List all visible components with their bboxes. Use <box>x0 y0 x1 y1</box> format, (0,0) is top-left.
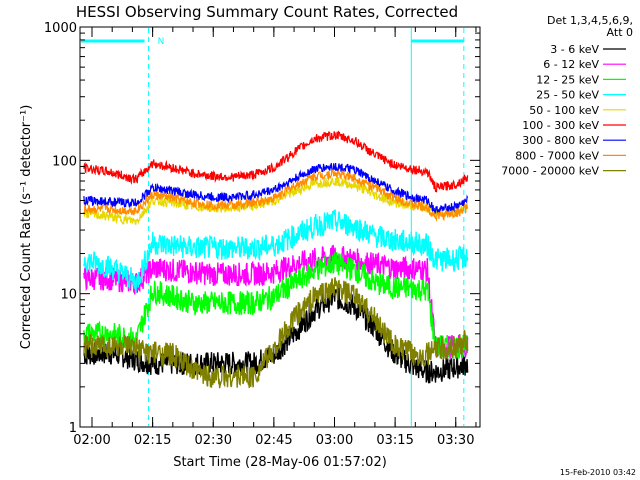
legend-label-7: 800 - 7000 keV <box>515 149 599 162</box>
x-tick-label-6: 03:30 <box>437 433 474 448</box>
x-tick-label-5: 03:15 <box>376 433 413 448</box>
series-line-7 <box>83 169 469 223</box>
legend-label-2: 12 - 25 keV <box>536 73 599 86</box>
legend-label-4: 50 - 100 keV <box>529 104 599 117</box>
y-tick-label-1: 10 <box>60 288 77 303</box>
x-tick-label-1: 02:15 <box>134 433 171 448</box>
legend-header-0: Det 1,3,4,5,6,9, <box>547 14 633 27</box>
x-tick-label-0: 02:00 <box>73 433 110 448</box>
series-line-8 <box>83 277 469 389</box>
legend-label-6: 300 - 800 keV <box>522 134 599 147</box>
legend-header-1: Att 0 <box>607 26 633 39</box>
y-tick-label-2: 100 <box>52 154 77 169</box>
footer-timestamp: 15-Feb-2010 03:42 <box>560 468 636 477</box>
x-tick-label-4: 03:00 <box>316 433 353 448</box>
legend-label-8: 7000 - 20000 keV <box>501 165 599 178</box>
y-axis-label: Corrected Count Rate (s⁻¹ detector⁻¹) <box>19 105 34 350</box>
chart-title: HESSI Observing Summary Count Rates, Cor… <box>76 3 458 21</box>
legend-label-1: 6 - 12 keV <box>543 58 599 71</box>
legend-label-5: 100 - 300 keV <box>522 119 599 132</box>
legend-label-3: 25 - 50 keV <box>536 89 599 102</box>
legend: Det 1,3,4,5,6,9,Att 0 3 - 6 keV 6 - 12 keV… <box>501 14 633 178</box>
y-tick-label-0: 1 <box>69 421 77 436</box>
series-layer <box>83 130 469 389</box>
series-line-3 <box>83 209 469 294</box>
plot-frame <box>79 26 481 428</box>
attenuator-label: N <box>158 37 165 47</box>
legend-label-0: 3 - 6 keV <box>550 43 599 56</box>
series-line-5 <box>83 130 469 193</box>
series-line-6 <box>83 162 469 215</box>
x-tick-label-3: 02:45 <box>255 433 292 448</box>
x-axis-label: Start Time (28-May-06 01:57:02) <box>173 455 387 470</box>
y-tick-label-3: 1000 <box>44 21 77 36</box>
series-line-0 <box>83 287 469 384</box>
axes: 1 10 100 1000 02:00 02:15 02:30 02:45 03:00 03:15… <box>44 21 480 448</box>
series-line-2 <box>83 252 469 360</box>
x-tick-label-2: 02:30 <box>195 433 232 448</box>
series-line-4 <box>83 177 469 226</box>
